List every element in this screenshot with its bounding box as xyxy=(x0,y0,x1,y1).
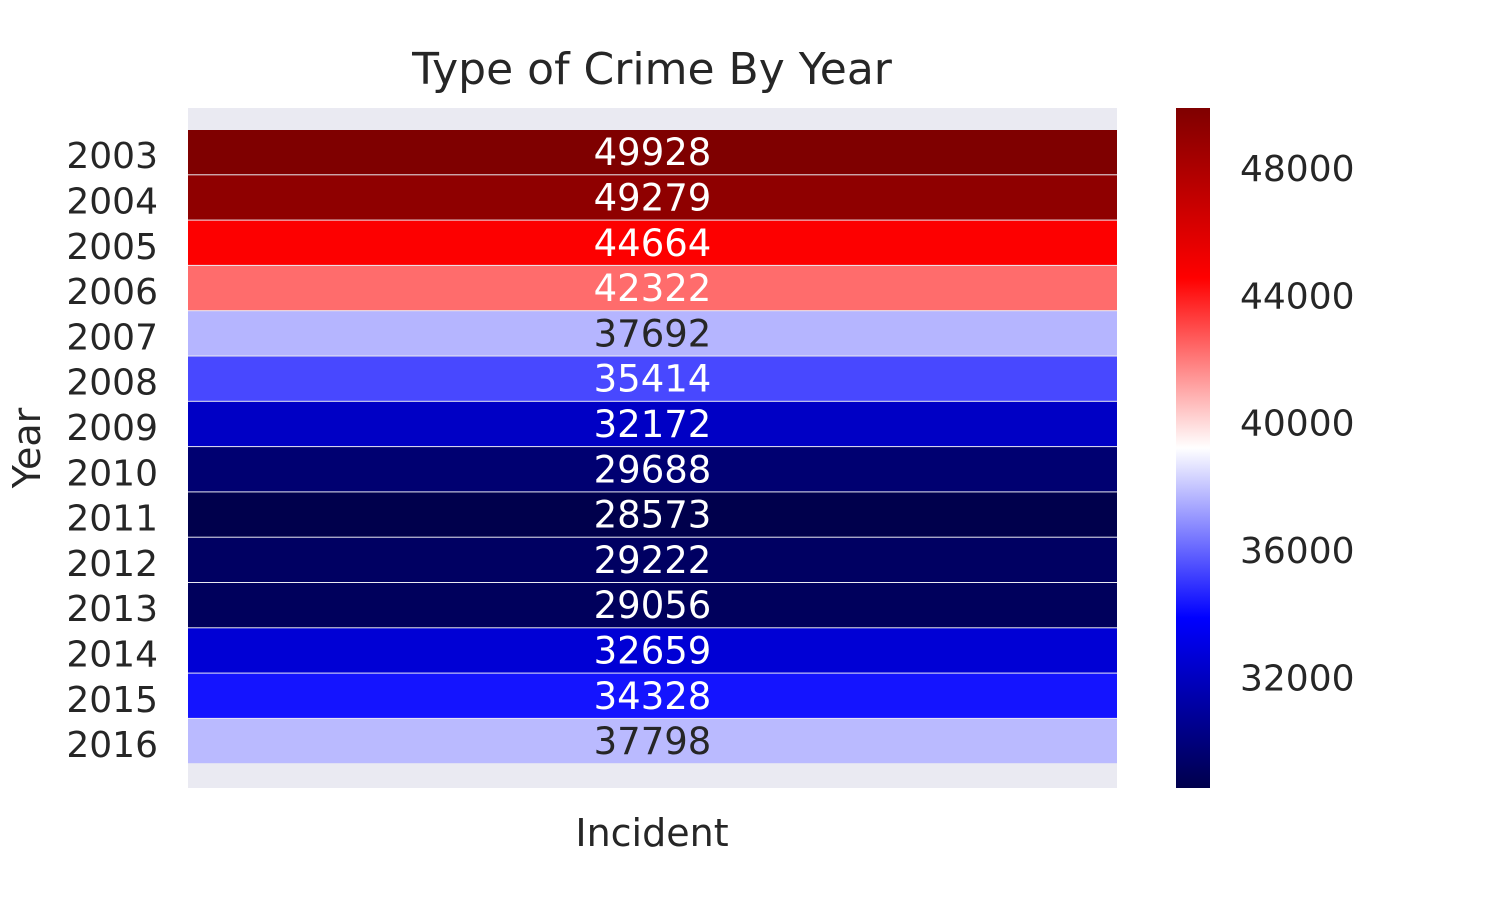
heatmap-cells: 4992849279446644232237692354143217229688… xyxy=(188,130,1117,764)
heatmap-cell-2005 xyxy=(188,220,1117,265)
x-axis-label: Incident xyxy=(575,811,728,855)
y-tick-label: 2007 xyxy=(66,317,158,358)
cell-value-label: 34328 xyxy=(594,675,712,718)
colorbar-tick-label: 32000 xyxy=(1240,658,1355,699)
colorbar-tick-label: 40000 xyxy=(1240,404,1355,445)
cell-value-label: 28573 xyxy=(594,494,712,537)
cell-value-label: 32659 xyxy=(594,629,712,672)
y-tick-label: 2014 xyxy=(66,634,158,675)
colorbar-tick-label: 48000 xyxy=(1240,149,1355,190)
heatmap-cell-2009 xyxy=(188,401,1117,447)
cell-value-label: 42322 xyxy=(594,267,712,310)
y-tick-label: 2004 xyxy=(66,181,158,222)
cell-value-label: 32172 xyxy=(594,403,712,446)
heatmap-cell-2003 xyxy=(188,130,1117,175)
cell-value-label: 49928 xyxy=(594,131,712,174)
y-tick-label: 2012 xyxy=(66,544,158,585)
y-tick-label: 2006 xyxy=(66,272,158,313)
colorbar-tick-labels: 32000 36000 40000 44000 48000 xyxy=(1240,149,1355,699)
y-tick-label: 2016 xyxy=(66,725,158,766)
heatmap-cell-2012 xyxy=(188,537,1117,582)
heatmap-cell-2008 xyxy=(188,356,1117,401)
heatmap-cell-2014 xyxy=(188,628,1117,673)
y-tick-label: 2008 xyxy=(66,363,158,404)
cell-value-label: 37798 xyxy=(594,720,712,763)
y-tick-label: 2011 xyxy=(66,499,158,540)
heatmap-cell-2015 xyxy=(188,673,1117,718)
y-tick-label: 2013 xyxy=(66,589,158,630)
cell-value-label: 49279 xyxy=(594,176,712,219)
colorbar-tick-label: 36000 xyxy=(1240,531,1355,572)
cell-value-label: 37692 xyxy=(594,312,712,355)
y-tick-label: 2015 xyxy=(66,680,158,721)
colorbar-tick-label: 44000 xyxy=(1240,276,1355,317)
y-axis-label: Year xyxy=(5,407,49,489)
heatmap-cell-2016 xyxy=(188,718,1117,764)
heatmap-cell-2010 xyxy=(188,447,1117,492)
cell-value-label: 29056 xyxy=(594,584,712,627)
cell-value-label: 29222 xyxy=(594,539,712,582)
chart-title: Type of Crime By Year xyxy=(411,44,893,95)
y-tick-label: 2003 xyxy=(66,136,158,177)
cell-value-label: 29688 xyxy=(594,448,712,491)
heatmap-cell-2013 xyxy=(188,583,1117,628)
y-tick-label: 2005 xyxy=(66,227,158,268)
cell-value-label: 44664 xyxy=(594,222,712,265)
heatmap-cell-2011 xyxy=(188,492,1117,537)
heatmap-cell-2004 xyxy=(188,175,1117,220)
colorbar xyxy=(1176,108,1210,788)
heatmap-cell-2007 xyxy=(188,311,1117,356)
y-tick-label: 2009 xyxy=(66,408,158,449)
heatmap-cell-2006 xyxy=(188,265,1117,311)
cell-value-label: 35414 xyxy=(594,358,712,401)
y-tick-label: 2010 xyxy=(66,453,158,494)
